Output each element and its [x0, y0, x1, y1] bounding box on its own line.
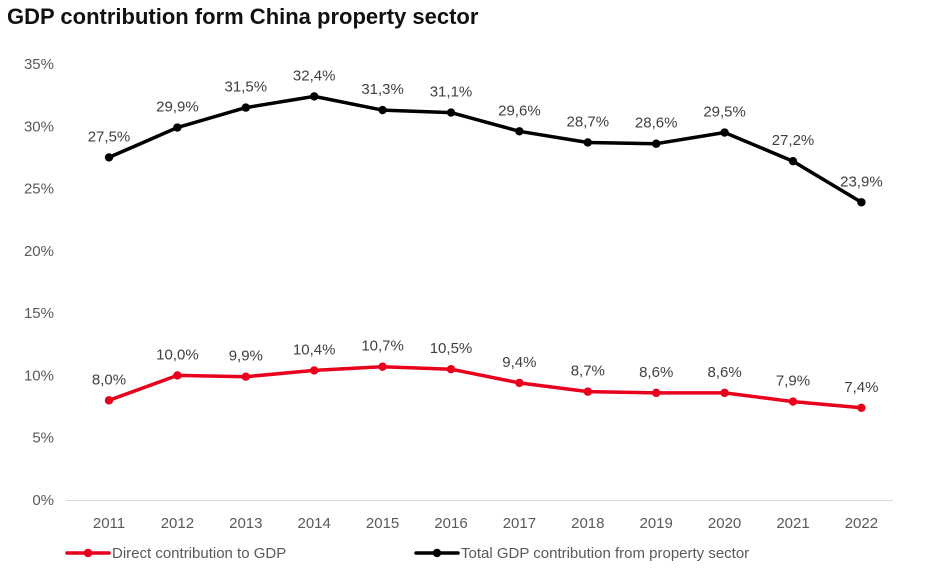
x-tick-label: 2022: [845, 515, 878, 532]
x-tick-label: 2013: [229, 515, 262, 532]
x-tick-label: 2012: [161, 515, 194, 532]
data-point: [788, 156, 798, 166]
data-label: 10,0%: [156, 346, 199, 363]
data-point: [515, 378, 524, 388]
x-tick-label: 2016: [434, 515, 467, 532]
series-line: [107, 364, 864, 410]
legend-swatch-marker: [83, 548, 93, 558]
data-label: 28,6%: [635, 115, 678, 132]
x-tick-label: 2019: [640, 515, 673, 532]
data-point: [583, 387, 592, 396]
data-point: [652, 388, 661, 398]
data-label: 7,4%: [844, 379, 878, 396]
data-point: [173, 371, 182, 380]
x-tick-label: 2020: [708, 515, 741, 532]
data-label: 31,1%: [430, 84, 473, 101]
y-tick-label: 25%: [24, 181, 54, 198]
data-point: [378, 362, 387, 371]
x-tick-label: 2018: [571, 515, 604, 532]
data-point: [583, 138, 592, 147]
data-point: [104, 153, 114, 162]
data-label: 28,7%: [567, 113, 610, 130]
y-tick-label: 10%: [24, 367, 54, 384]
data-point: [788, 397, 798, 406]
legend-swatch-marker: [432, 548, 442, 558]
data-point: [446, 108, 456, 117]
data-label: 29,6%: [498, 102, 541, 119]
data-point: [720, 128, 729, 137]
legend-label: Total GDP contribution from property sec…: [461, 545, 749, 562]
y-tick-label: 35%: [24, 56, 54, 73]
data-point: [310, 92, 319, 101]
legend-label: Direct contribution to GDP: [112, 545, 286, 562]
data-point: [173, 123, 182, 132]
data-label: 29,5%: [703, 104, 746, 121]
series-line: [107, 94, 864, 205]
data-label: 31,5%: [225, 79, 268, 96]
y-tick-label: 30%: [24, 118, 54, 135]
x-tick-label: 2015: [366, 515, 399, 532]
data-label: 10,4%: [293, 341, 336, 358]
data-point: [446, 365, 456, 374]
x-tick-label: 2017: [503, 515, 536, 532]
data-label: 27,2%: [772, 132, 815, 149]
x-tick-label: 2011: [93, 515, 125, 532]
data-point: [515, 127, 524, 136]
x-tick-label: 2021: [776, 515, 809, 532]
y-tick-label: 20%: [24, 243, 54, 260]
y-tick-label: 0%: [32, 492, 54, 509]
data-label: 8,6%: [639, 364, 673, 381]
data-label: 9,9%: [229, 348, 263, 365]
y-tick-label: 5%: [32, 430, 54, 447]
data-label: 8,0%: [92, 371, 126, 388]
data-label: 8,7%: [571, 363, 605, 380]
data-point: [857, 198, 866, 207]
data-point: [720, 388, 729, 398]
data-point: [241, 103, 250, 112]
x-tick-label: 2014: [298, 515, 331, 532]
data-point: [378, 105, 387, 115]
data-label: 23,9%: [840, 173, 883, 190]
data-label: 10,7%: [361, 338, 404, 355]
data-point: [857, 403, 866, 413]
data-label: 8,6%: [707, 364, 741, 381]
data-label: 7,9%: [776, 373, 810, 390]
data-point: [104, 396, 114, 405]
data-label: 9,4%: [502, 354, 536, 371]
data-point: [652, 139, 661, 148]
data-label: 31,3%: [361, 81, 404, 98]
y-tick-label: 15%: [24, 305, 54, 322]
data-label: 29,9%: [156, 99, 199, 116]
data-label: 27,5%: [88, 128, 131, 145]
data-label: 10,5%: [430, 340, 473, 357]
data-point: [241, 372, 250, 381]
chart-title: GDP contribution form China property sec…: [7, 4, 479, 29]
data-label: 32,4%: [293, 67, 336, 84]
data-point: [310, 366, 319, 375]
